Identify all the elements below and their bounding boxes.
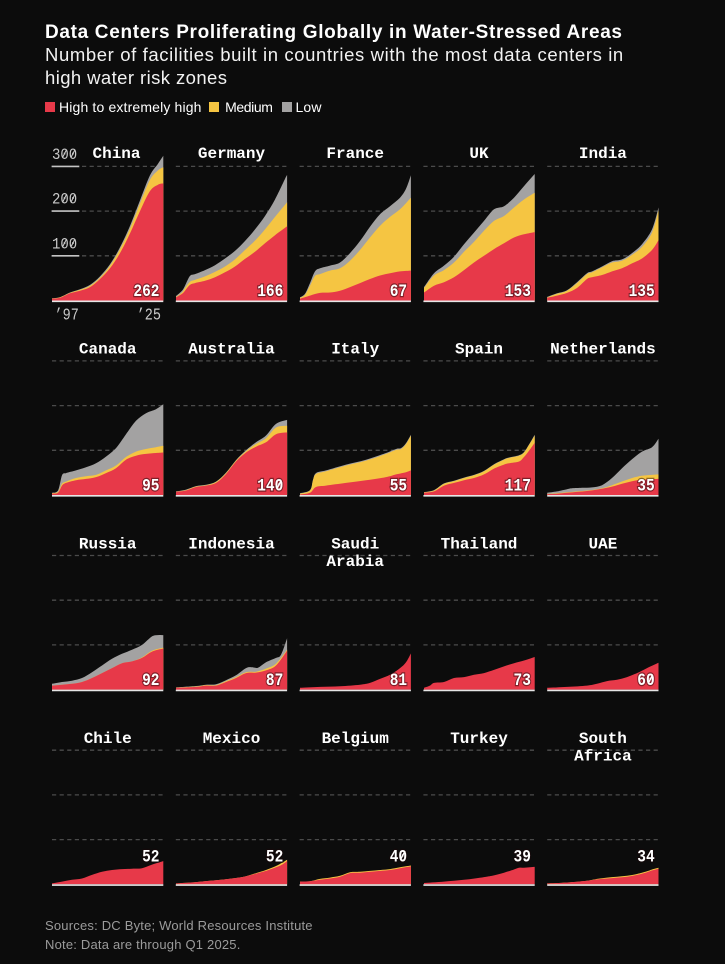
svg-text:Italy: Italy [331, 341, 379, 359]
svg-text:Belgium: Belgium [322, 730, 390, 748]
svg-text:40: 40 [390, 847, 407, 867]
svg-text:166: 166 [257, 282, 283, 302]
svg-text:Arabia: Arabia [326, 553, 384, 571]
svg-text:Turkey: Turkey [450, 730, 508, 748]
svg-text:52: 52 [142, 847, 159, 867]
svg-text:153: 153 [505, 282, 531, 302]
svg-text:South: South [579, 730, 627, 748]
svg-text:India: India [579, 145, 627, 163]
svg-text:35: 35 [637, 476, 654, 496]
svg-text:UK: UK [469, 145, 489, 163]
svg-text:UAE: UAE [588, 535, 617, 553]
svg-text:117: 117 [505, 476, 531, 496]
svg-text:’25: ’25 [137, 308, 161, 325]
svg-text:Netherlands: Netherlands [550, 341, 656, 359]
svg-text:200: 200 [52, 192, 77, 209]
svg-text:France: France [326, 145, 384, 163]
svg-text:34: 34 [637, 847, 655, 867]
svg-text:Germany: Germany [198, 145, 266, 163]
svg-text:Russia: Russia [79, 535, 137, 553]
svg-text:81: 81 [390, 671, 407, 691]
svg-text:Africa: Africa [574, 748, 632, 766]
svg-text:Spain: Spain [455, 341, 503, 359]
svg-text:Mexico: Mexico [203, 730, 261, 748]
svg-text:55: 55 [390, 476, 407, 496]
svg-text:Indonesia: Indonesia [188, 535, 275, 553]
svg-text:Canada: Canada [79, 341, 137, 359]
svg-text:100: 100 [52, 237, 77, 254]
svg-text:52: 52 [266, 847, 283, 867]
svg-text:92: 92 [142, 671, 159, 691]
svg-text:135: 135 [629, 282, 655, 302]
svg-text:87: 87 [266, 671, 283, 691]
svg-text:Thailand: Thailand [441, 535, 518, 553]
svg-text:Saudi: Saudi [331, 535, 379, 553]
svg-text:Chile: Chile [84, 730, 132, 748]
svg-text:Australia: Australia [188, 341, 275, 359]
svg-text:140: 140 [257, 476, 283, 496]
svg-text:China: China [92, 145, 140, 163]
svg-text:39: 39 [514, 847, 531, 867]
svg-text:’97: ’97 [55, 308, 79, 325]
svg-text:300: 300 [52, 147, 77, 164]
svg-text:262: 262 [133, 282, 159, 302]
svg-text:60: 60 [637, 671, 654, 691]
svg-text:73: 73 [514, 671, 531, 691]
svg-text:95: 95 [142, 476, 159, 496]
svg-text:67: 67 [390, 282, 407, 302]
